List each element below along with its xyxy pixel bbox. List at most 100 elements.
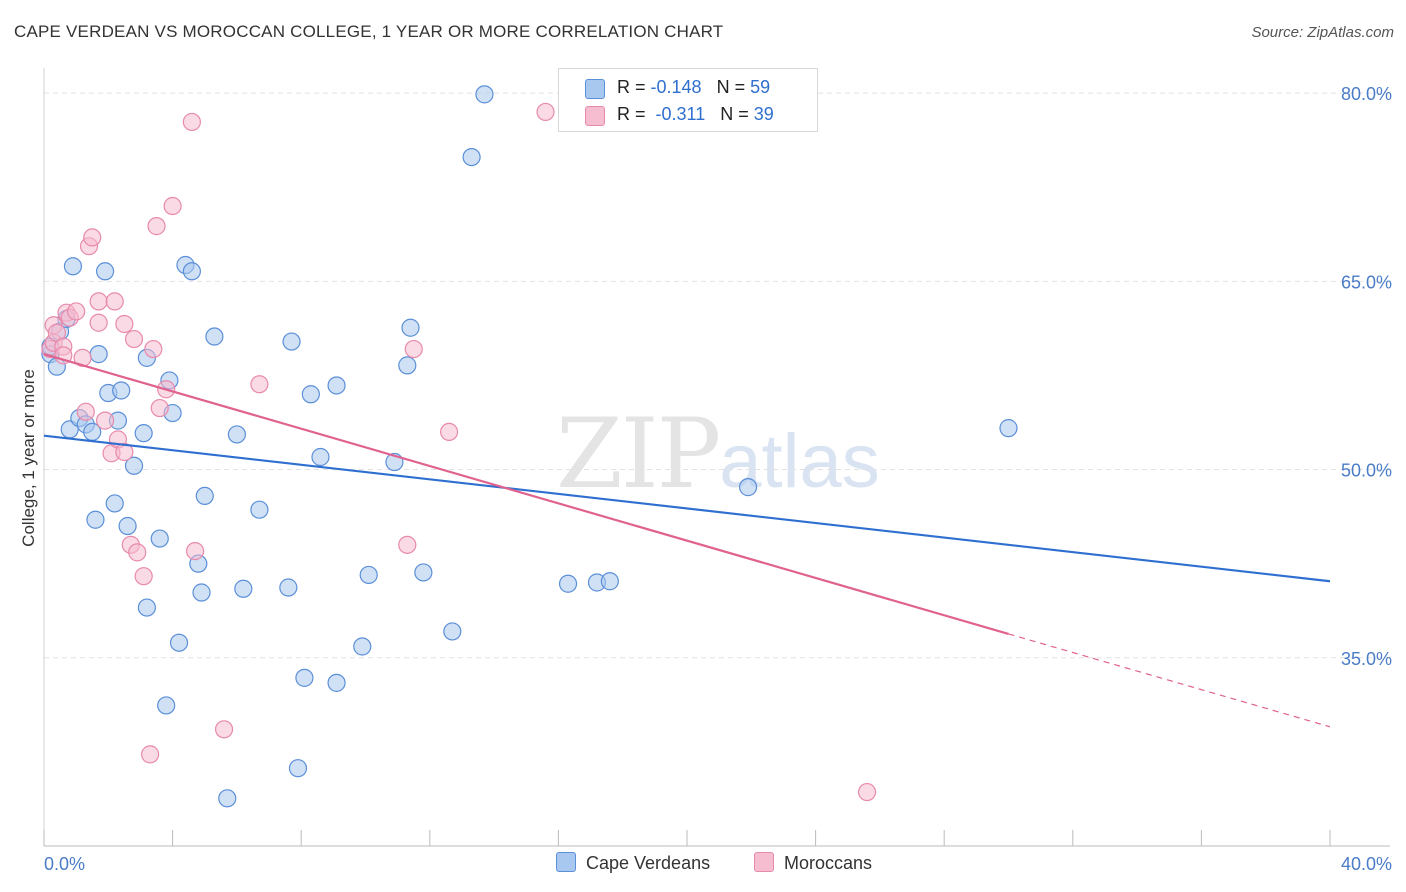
axes [43,68,1390,847]
moroccan-point [140,745,160,764]
moroccan-point [214,720,234,739]
cape-verdean-point [157,696,176,715]
legend-r-label: R = [617,104,651,124]
moroccan-point [89,313,108,332]
x-ticks [43,830,1331,846]
moroccan-point [115,314,134,334]
cape-verdean-point [169,633,189,652]
gridlines [44,92,1390,659]
cape-verdean-point [282,332,301,351]
legend-item-moroccans[interactable]: Moroccans [754,852,872,874]
legend-r-label: R = [617,77,651,97]
cape-verdean-point [218,789,237,808]
moroccan-point [250,375,269,394]
cape-verdean-point [462,147,481,167]
cape-verdean-point [112,381,131,400]
cape-verdean-point [118,516,137,536]
cape-verdean-point [134,424,153,443]
watermark: ZIPatlas [556,398,880,510]
y-tick-label: 50.0% [1341,461,1392,481]
cape-verdean-point [414,563,433,582]
cape-verdean-point [63,257,83,276]
legend-swatch-blue [556,852,576,872]
cape-verdean-point [279,578,298,597]
cape-verdean-point [205,327,224,346]
moroccan-point [163,196,182,216]
trend-line-moroccans [43,353,1009,635]
moroccan-point [115,442,134,462]
cape-verdean-point [600,572,619,591]
y-tick-label: 80.0% [1341,84,1392,104]
cape-verdean-point [558,574,578,593]
cape-verdean-point [398,356,417,375]
legend-item-cape-verdeans[interactable]: Cape Verdeans [556,852,710,874]
moroccan-point [83,228,102,247]
cape-verdean-point [192,583,211,602]
moroccan-point [67,302,86,321]
moroccan-point [398,535,417,554]
cape-verdean-point [227,425,246,444]
legend-swatch-blue [585,79,605,99]
series-cape-verdeans [41,85,1018,808]
legend-n-value: 59 [750,77,771,97]
moroccan-point [182,112,201,132]
source-label: Source: ZipAtlas.com [1251,24,1394,41]
legend-n-label: N = [720,104,754,124]
legend-r-value: -0.148 [650,77,702,97]
moroccan-point [105,292,124,311]
legend-n-label: N = [716,77,751,97]
cape-verdean-point [105,494,124,513]
moroccan-point [76,402,95,421]
legend-swatch-pink [585,106,605,126]
moroccan-point [536,102,555,122]
moroccan-point [186,542,205,561]
legend-label-cape-verdeans: Cape Verdeans [586,853,711,873]
cape-verdean-point [301,385,320,404]
moroccan-point [124,329,144,349]
cape-verdean-point [295,668,314,687]
cape-verdean-point [738,478,758,497]
moroccan-point [128,543,147,562]
cape-verdean-point [86,510,105,529]
cape-verdean-point [311,447,330,467]
cape-verdean-point [999,419,1018,438]
y-tick-labels: 35.0% 50.0% 65.0% 80.0% [1341,84,1392,669]
legend-n-value: 39 [753,104,774,124]
x-tick-label-max: 40.0% [1341,854,1392,874]
chart-title: CAPE VERDEAN VS MOROCCAN COLLEGE, 1 YEAR… [14,22,724,41]
cape-verdean-point [475,85,494,104]
trend-lines [43,353,1331,728]
moroccan-point [857,782,877,802]
trend-line-cape-verdeans [43,434,1331,583]
cape-verdean-point [182,262,201,281]
cape-verdean-point [401,318,420,337]
y-tick-label: 35.0% [1341,649,1392,669]
series-moroccans [41,102,877,802]
watermark-zip: ZIP [556,398,721,510]
legend-swatch-pink [754,852,774,872]
moroccan-point [439,422,459,442]
cape-verdean-point [124,456,144,475]
legend-label-moroccans: Moroccans [784,853,873,873]
moroccan-point [150,398,169,418]
stats-legend: R = -0.148 N = 59 R = -0.311 N = 39 [558,68,818,132]
cape-verdean-point [234,579,253,598]
y-axis-label: College, 1 year or more [19,369,38,547]
moroccan-point [89,292,108,311]
cape-verdean-point [250,500,269,519]
cape-verdean-point [89,345,108,364]
legend-r-value: -0.311 [655,104,706,124]
moroccan-point [404,339,423,359]
moroccan-point [144,339,163,359]
trend-line-moroccans-extrapolated [1008,633,1331,728]
moroccan-point [147,217,166,236]
cape-verdean-point [95,262,115,281]
cape-verdean-point [327,376,346,395]
x-tick-label-min: 0.0% [44,854,85,874]
cape-verdean-point [288,759,308,778]
cape-verdean-point [443,622,462,641]
cape-verdean-point [137,598,156,617]
cape-verdean-point [359,565,378,585]
cape-verdean-point [353,637,372,656]
